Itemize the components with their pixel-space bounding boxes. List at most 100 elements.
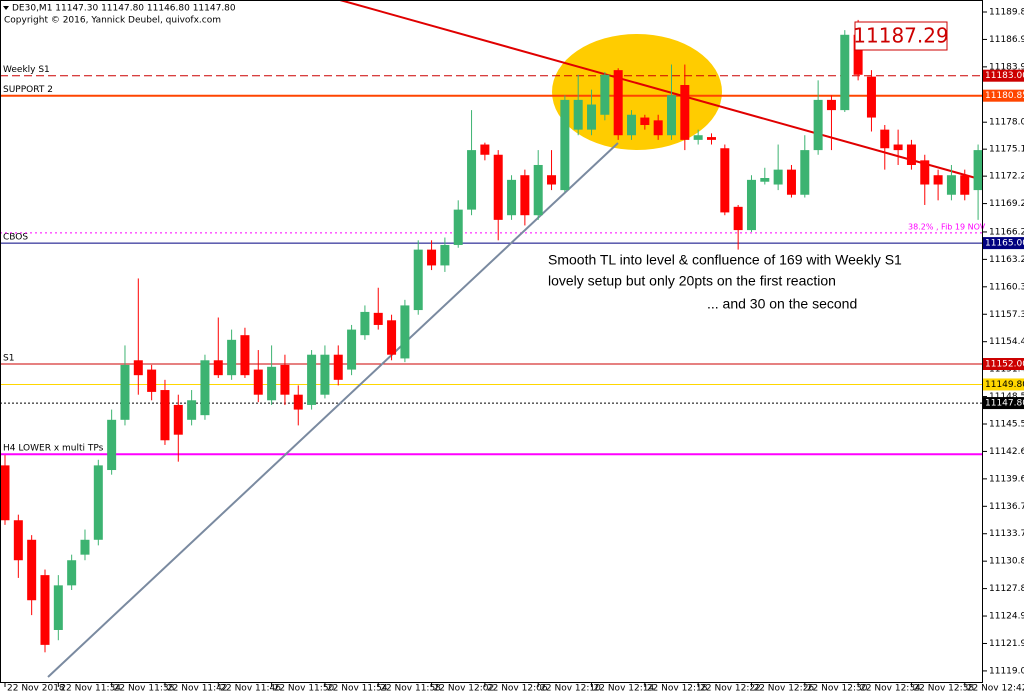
x-tick-label: 22 Nov 2018: [7, 684, 65, 692]
x-tick-label: 22 Nov 12:18: [647, 684, 708, 692]
candle-body: [853, 34, 863, 75]
candle-body: [946, 175, 956, 195]
x-tick-label: 22 Nov 11:34: [60, 684, 121, 692]
candle-body: [413, 249, 423, 311]
candle-body: [0, 465, 10, 521]
price-label-box: [983, 237, 1024, 250]
candle-body: [786, 169, 796, 195]
x-tick-label: 22 Nov 11:42: [167, 684, 228, 692]
candle-body: [573, 99, 583, 130]
x-tick-label: 22 Nov 12:10: [540, 684, 601, 692]
x-tick-label: 22 Nov 12:06: [487, 684, 548, 692]
y-tick-label: 11178.00: [989, 118, 1024, 128]
highlight-ellipse: [552, 34, 722, 150]
candle-body: [600, 74, 610, 115]
axes: 11189.85 11186.90 11183.95 11178.00 11175.10…: [4, 7, 1024, 692]
y-tick-label: 11148.50: [989, 392, 1024, 402]
candle-body: [706, 137, 716, 140]
candle-body: [840, 34, 850, 111]
x-tick-label: 22 Nov 12:34: [860, 684, 921, 692]
level-name: Weekly S1: [3, 65, 50, 75]
price-label: 11147.80: [985, 399, 1024, 409]
price-label: 11165.00: [985, 239, 1024, 249]
candle-body: [133, 360, 143, 376]
y-tick-label: 11166.20: [989, 227, 1024, 237]
y-tick-label: 11139.65: [989, 474, 1024, 484]
candle-body: [453, 209, 463, 245]
candle-body: [80, 539, 90, 555]
candle-body: [640, 117, 650, 125]
price-label: 11180.85: [985, 91, 1024, 101]
x-tick-label: 22 Nov 12:14: [594, 684, 655, 692]
candle-body: [960, 175, 970, 195]
candle-body: [680, 85, 690, 140]
candle-body: [866, 76, 876, 118]
x-tick-label: 22 Nov 12:38: [913, 684, 974, 692]
candle-body: [627, 114, 637, 136]
price-label-box: [983, 358, 1024, 371]
candle-body: [773, 169, 783, 185]
y-tick-label: 11145.55: [989, 419, 1024, 429]
candle-body: [533, 164, 543, 216]
highlight-price: 11187.29: [853, 24, 948, 48]
y-tick-label: 11127.85: [989, 584, 1024, 594]
trend-line-blue: [47, 142, 619, 678]
candle-body: [720, 148, 730, 213]
fib-label: 38.2% , Fib 19 NOV: [908, 222, 986, 231]
candle-body: [187, 400, 197, 420]
y-tick-label: 11163.25: [989, 255, 1024, 265]
y-tick-label: 11160.30: [989, 282, 1024, 292]
candle-body: [227, 339, 237, 376]
candle-body: [400, 305, 410, 359]
x-tick-label: 22 Nov 11:50: [274, 684, 335, 692]
y-tick-label: 11183.95: [989, 62, 1024, 72]
y-tick-label: 11133.75: [989, 529, 1024, 539]
price-label-box: [983, 69, 1024, 82]
y-tick-label: 11186.90: [989, 35, 1024, 45]
candle-body: [973, 150, 983, 191]
candle-body: [160, 390, 170, 441]
plot-frame: [0, 0, 983, 683]
price-label-box: [983, 89, 1024, 102]
y-tick-label: 11169.25: [989, 199, 1024, 209]
candle-body: [293, 394, 303, 410]
candle-body: [213, 360, 223, 376]
symbol-icon: [3, 6, 9, 10]
candle-body: [67, 560, 77, 586]
y-tick-label: 11121.95: [989, 639, 1024, 649]
candle-body: [653, 120, 663, 136]
candle-body: [147, 369, 157, 392]
x-tick-label: 22 Nov 12:26: [753, 684, 814, 692]
y-tick-label: 11157.35: [989, 310, 1024, 320]
candle-body: [53, 585, 63, 630]
candle-body: [253, 369, 263, 395]
candle-body: [587, 104, 597, 130]
y-tick-label: 11119.00: [989, 666, 1024, 676]
level-name: SUPPORT 2: [3, 85, 53, 95]
y-tick-label: 11154.40: [989, 337, 1024, 347]
candle-body: [320, 354, 330, 395]
price-label: 11183.00: [985, 71, 1024, 81]
x-tick-label: 22 Nov 11:38: [114, 684, 175, 692]
candle-body: [920, 160, 930, 185]
candle-body: [733, 206, 743, 231]
candle-body: [906, 144, 916, 165]
candle-body: [280, 364, 290, 395]
x-tick-label: 22 Nov 11:58: [380, 684, 441, 692]
y-tick-label: 11130.80: [989, 557, 1024, 567]
candles: [0, 19, 983, 653]
y-tick-label: 11172.20: [989, 172, 1024, 182]
price-label-box: [983, 397, 1024, 410]
candle-body: [200, 360, 210, 416]
candle-body: [493, 154, 503, 220]
x-tick-label: 22 Nov 11:54: [327, 684, 388, 692]
candle-body: [560, 99, 570, 191]
candle-body: [813, 99, 823, 151]
candle-body: [746, 179, 756, 231]
candle-body: [480, 144, 490, 155]
candle-body: [613, 70, 623, 136]
candle-body: [893, 144, 903, 151]
x-tick-label: 22 Nov 12:30: [807, 684, 868, 692]
